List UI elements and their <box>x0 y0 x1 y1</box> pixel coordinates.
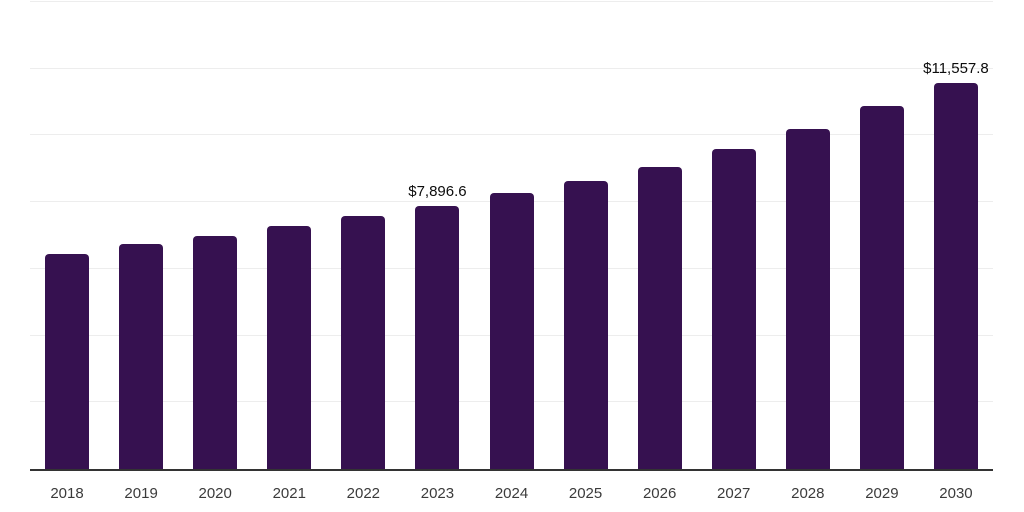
x-tick-2020: 2020 <box>198 485 232 502</box>
plot-area: $7,896.6 $11,557.8 <box>30 1 993 471</box>
x-tick-2018: 2018 <box>50 485 84 502</box>
x-tick-2025: 2025 <box>568 485 603 502</box>
x-tick-2030: 2030 <box>939 485 973 502</box>
bar-2028[interactable] <box>785 129 830 469</box>
data-label-2023: $7,896.6 <box>408 182 467 200</box>
bar-2023[interactable] <box>415 205 460 469</box>
x-tick-2023: 2023 <box>420 485 455 502</box>
bar-2018[interactable] <box>45 253 90 469</box>
bar-2020[interactable] <box>193 236 238 469</box>
x-tick-2027: 2027 <box>717 485 751 502</box>
x-tick-2019: 2019 <box>124 485 158 502</box>
bar-2030[interactable] <box>933 83 978 469</box>
x-tick-2022: 2022 <box>346 485 381 502</box>
bar-2026[interactable] <box>637 166 682 469</box>
bar-2021[interactable] <box>267 225 312 469</box>
x-tick-2021: 2021 <box>272 485 306 502</box>
x-axis-labels: 2018 2019 2020 2021 2022 2023 2024 2025 2026 2027… <box>30 469 993 512</box>
gridline <box>30 67 993 69</box>
gridline <box>30 1 993 2</box>
x-tick-2024: 2024 <box>494 485 529 502</box>
bar-2027[interactable] <box>711 148 756 469</box>
data-label-2030: $11,557.8 <box>923 60 989 78</box>
gridline <box>30 134 993 136</box>
x-tick-2029: 2029 <box>865 485 899 502</box>
bar-2022[interactable] <box>341 215 386 469</box>
x-axis-line <box>30 469 993 471</box>
bar-2024[interactable] <box>489 193 534 469</box>
x-tick-2028: 2028 <box>791 485 825 502</box>
bar-2019[interactable] <box>119 244 164 469</box>
bar-2025[interactable] <box>563 181 608 469</box>
bar-2029[interactable] <box>859 105 904 469</box>
x-tick-2026: 2026 <box>642 485 677 502</box>
